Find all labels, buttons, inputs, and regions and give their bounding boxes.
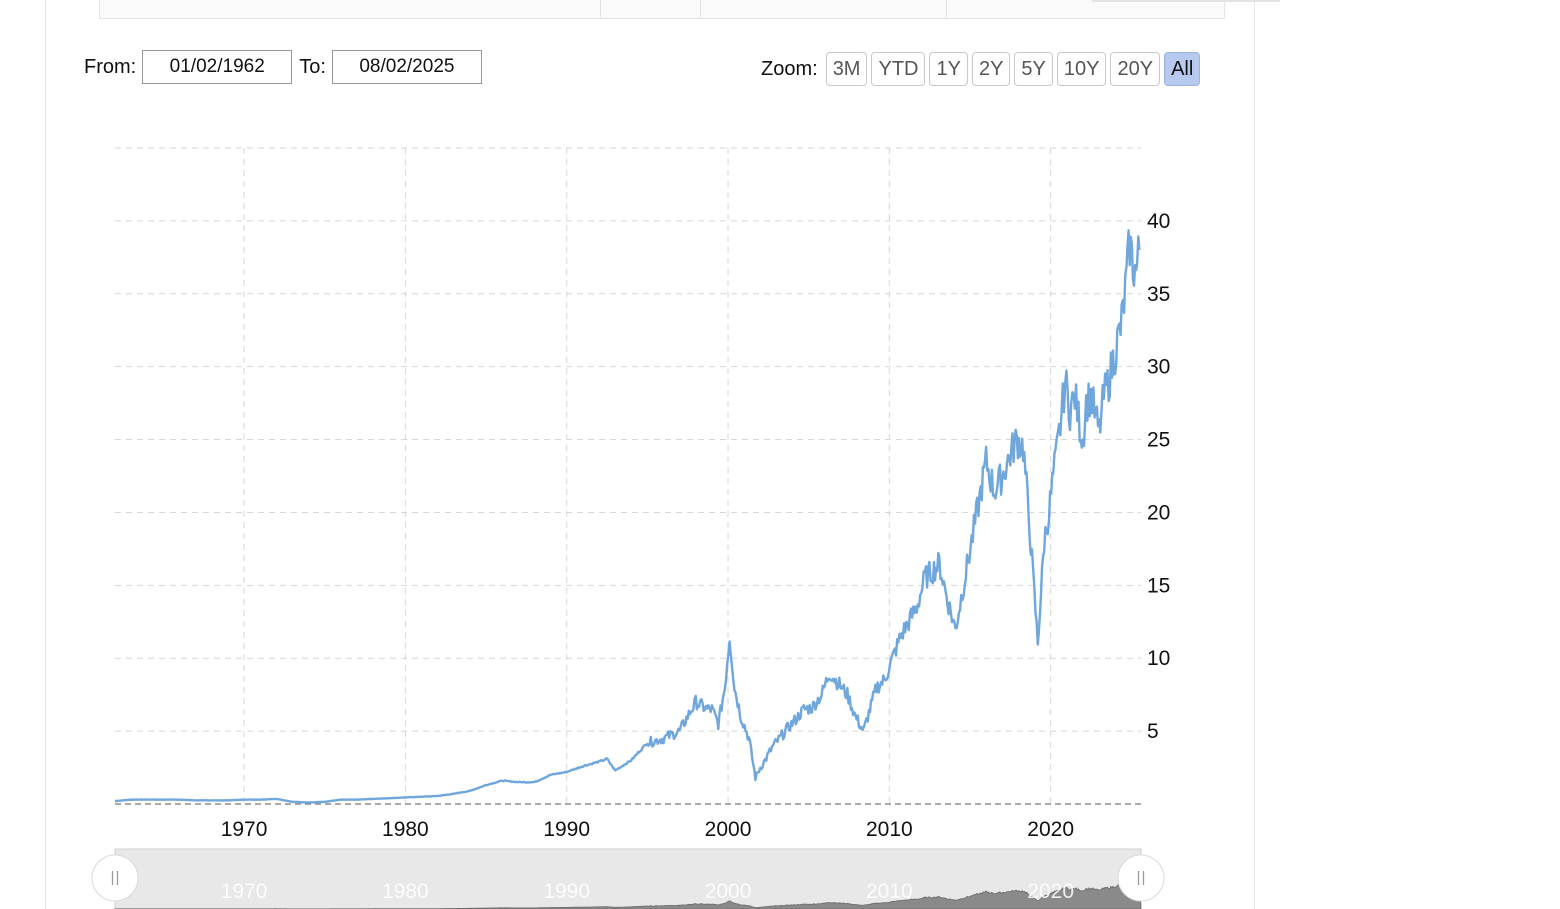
x-tick-label: 1970 [221,818,268,841]
x-tick-label: 1980 [382,818,429,841]
y-tick-label: 20 [1147,501,1170,524]
zoom-selector: Zoom: 3M YTD 1Y 2Y 5Y 10Y 20Y All [761,51,1201,87]
navigator-tick-label: 1990 [543,880,590,903]
y-tick-label: 15 [1147,574,1170,597]
y-tick-label: 10 [1147,647,1170,670]
zoom-label: Zoom: [761,57,818,80]
zoom-2y-button[interactable]: 2Y [971,52,1011,86]
from-date-input[interactable]: 01/02/1962 [142,50,293,84]
handle-circle [91,854,139,902]
zoom-all-button[interactable]: All [1164,52,1201,86]
navigator-tick-label: 1970 [221,880,268,903]
y-tick-label: 5 [1147,720,1159,743]
x-tick-label: 1990 [543,818,590,841]
x-tick-label: 2020 [1027,818,1074,841]
navigator-tick-label: 2020 [1027,880,1074,903]
table-column-divider [700,0,701,18]
zoom-20y-button[interactable]: 20Y [1110,52,1161,86]
summary-table-edge [99,0,1280,19]
navigator-tick-label: 2010 [866,880,913,903]
y-tick-label: 40 [1147,210,1170,233]
date-range-selector: From: 01/02/1962 To: 08/02/2025 [84,49,482,85]
table-column-divider [946,0,947,18]
table-column-divider [600,0,601,18]
from-label: From: [84,55,137,78]
to-date-input[interactable]: 08/02/2025 [331,50,482,84]
zoom-3m-button[interactable]: 3M [825,52,868,86]
table-pill-edge [1092,0,1280,2]
zoom-5y-button[interactable]: 5Y [1014,52,1053,86]
series-line [114,229,1141,804]
zoom-10y-button[interactable]: 10Y [1056,52,1107,86]
x-tick-label: 2010 [866,818,913,841]
navigator-left-handle[interactable] [91,854,139,902]
zoom-ytd-button[interactable]: YTD [871,52,926,86]
navigator-right-handle[interactable] [1117,854,1165,902]
handle-circle [1117,854,1165,902]
navigator-tick-label: 2000 [705,880,752,903]
y-tick-label: 30 [1147,356,1170,379]
zoom-1y-button[interactable]: 1Y [929,52,968,86]
y-tick-label: 35 [1147,283,1170,306]
y-tick-label: 25 [1147,429,1170,452]
to-label: To: [299,55,326,78]
x-tick-label: 2000 [705,818,752,841]
navigator-tick-label: 1980 [382,880,429,903]
